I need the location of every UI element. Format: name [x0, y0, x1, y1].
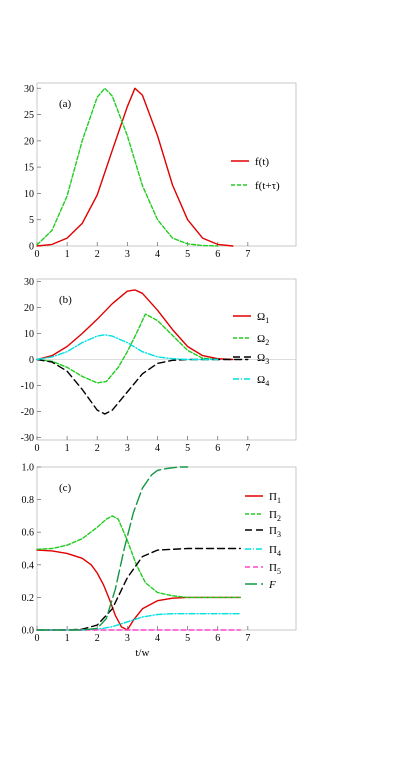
- y-tick-label: 0.0: [22, 626, 35, 637]
- legend-name: Π: [269, 525, 277, 537]
- legend-subscript: 1: [265, 316, 269, 325]
- x-tick-label: 1: [65, 249, 70, 260]
- legend-name: Π: [269, 509, 277, 521]
- x-tick-label: 5: [185, 249, 190, 260]
- legend-label: f(t): [255, 156, 269, 168]
- x-tick-label: 7: [245, 633, 250, 644]
- series-line-2: [36, 515, 242, 599]
- x-tick-label: 5: [185, 443, 190, 454]
- legend-label: Π3: [269, 525, 281, 539]
- y-tick-label: 0.6: [22, 528, 35, 539]
- x-tick-label: 3: [125, 249, 130, 260]
- series-line-6: [36, 466, 189, 631]
- x-tick-label: 2: [95, 249, 100, 260]
- legend-label: Π1: [269, 491, 281, 505]
- series-line-1: [36, 87, 234, 247]
- x-tick-label: 3: [125, 633, 130, 644]
- x-tick-label: 0: [35, 443, 40, 454]
- x-tick-label: 6: [215, 249, 220, 260]
- legend-label: Π5: [269, 562, 281, 576]
- legend-name: Ω: [257, 333, 265, 345]
- legend-name: Π: [269, 544, 277, 556]
- legend-subscript: 4: [277, 549, 281, 558]
- legend-name: Ω: [257, 352, 265, 364]
- y-tick-label: -10: [21, 381, 34, 392]
- x-tick-label: 1: [65, 633, 70, 644]
- series-line-3: [36, 358, 249, 415]
- y-tick-label: 0: [29, 242, 34, 253]
- x-tick-label: 5: [185, 633, 190, 644]
- x-tick-label: 3: [125, 443, 130, 454]
- legend-name: Ω: [257, 311, 265, 323]
- legend-subscript: 2: [277, 514, 281, 523]
- plot-frame: [36, 82, 297, 247]
- legend-subscript: 1: [277, 496, 281, 505]
- y-tick-label: 20: [24, 136, 34, 147]
- legend-label: f(t+τ): [255, 180, 280, 192]
- panel-label: (a): [59, 98, 72, 110]
- legend-subscript: 3: [277, 530, 281, 539]
- legend-name: Ω: [257, 374, 265, 386]
- panel-1: 0 1 2 3 4 5 6 7 0 5 10 15 20 25 30 (a) f(t) f(t+τ): [24, 82, 297, 260]
- x-tick-label: 6: [215, 443, 220, 454]
- x-tick-label: 4: [155, 249, 160, 260]
- y-tick-label: 0.8: [22, 495, 35, 506]
- legend-name: Π: [269, 562, 277, 574]
- panel-3: 0 1 2 3 4 5 6 70.00.20.40.60.81.0(c)Π1Π2Π3Π4Π5F…: [22, 463, 297, 659]
- y-tick-label: 30: [24, 277, 34, 288]
- x-tick-label: 7: [245, 443, 250, 454]
- legend-label: Π4: [269, 544, 281, 558]
- panel-label: (b): [59, 294, 72, 306]
- legend-label: F: [268, 579, 276, 591]
- x-tick-label: 4: [155, 443, 160, 454]
- legend-label: Ω1: [257, 311, 269, 325]
- y-tick-label: -20: [21, 407, 34, 418]
- y-tick-label: 10: [24, 189, 34, 200]
- legend-label: Ω4: [257, 374, 269, 388]
- legend-label: Π2: [269, 509, 281, 523]
- legend-name: Π: [269, 491, 277, 503]
- x-tick-label: 6: [215, 633, 220, 644]
- y-tick-label: -30: [21, 433, 34, 444]
- y-tick-label: 30: [24, 84, 34, 95]
- x-tick-label: 2: [95, 443, 100, 454]
- x-tick-label: 0: [35, 249, 40, 260]
- legend-name: F: [268, 579, 276, 591]
- legend-name: f(t+τ): [255, 180, 280, 192]
- x-axis-label: t/w: [135, 647, 149, 659]
- y-tick-label: 0: [29, 355, 34, 366]
- y-tick-label: 5: [29, 215, 34, 226]
- x-tick-label: 7: [245, 249, 250, 260]
- y-tick-label: 25: [24, 110, 34, 121]
- y-tick-label: 15: [24, 163, 34, 174]
- y-tick-label: 0.2: [22, 593, 35, 604]
- x-tick-label: 1: [65, 443, 70, 454]
- legend-subscript: 3: [265, 357, 269, 366]
- x-tick-label: 2: [95, 633, 100, 644]
- series-line-4: [36, 334, 219, 361]
- legend-label: Ω2: [257, 333, 269, 347]
- legend-name: f(t): [255, 156, 269, 168]
- x-tick-label: 4: [155, 633, 160, 644]
- y-tick-label: 1.0: [22, 463, 35, 474]
- series-line-1: [36, 289, 234, 361]
- series-line-2: [36, 313, 219, 384]
- legend-subscript: 4: [265, 379, 269, 388]
- legend-subscript: 5: [277, 567, 281, 576]
- series-line-2: [36, 87, 219, 247]
- y-tick-label: 0.4: [22, 560, 35, 571]
- y-tick-label: 20: [24, 303, 34, 314]
- y-tick-label: 10: [24, 329, 34, 340]
- x-tick-label: 0: [35, 633, 40, 644]
- legend-subscript: 2: [265, 338, 269, 347]
- legend-label: Ω3: [257, 352, 269, 366]
- panel-label: (c): [59, 482, 72, 494]
